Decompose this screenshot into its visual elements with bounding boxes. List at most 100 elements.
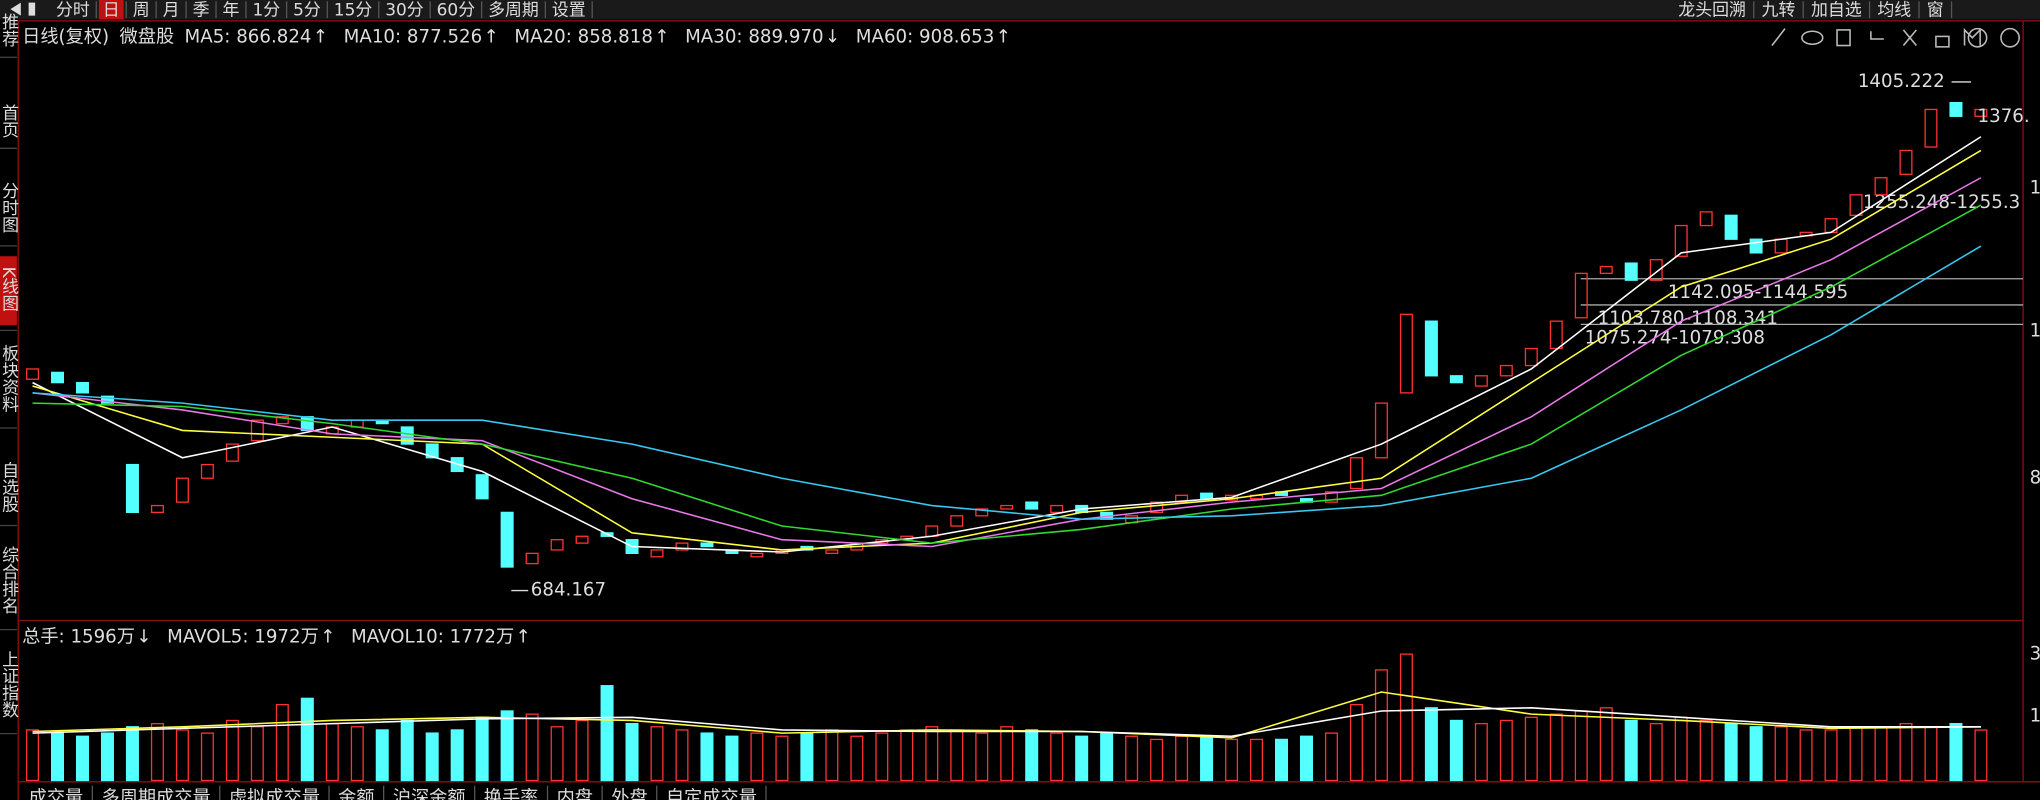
candle-body (1499, 364, 1513, 377)
legend-label: MA20: 858.818 (514, 27, 653, 48)
toolbar-tab[interactable]: 年 (223, 0, 240, 19)
candle-body (1674, 224, 1688, 257)
bottom-tab[interactable]: 自定成交量 (666, 788, 757, 800)
bottom-tab[interactable]: 虚拟成交量 (229, 788, 320, 800)
legend-arrow: ↓ (136, 626, 151, 647)
legend-label: MA30: 889.970 (685, 27, 824, 48)
candle-body (250, 419, 264, 442)
volume-bar (125, 726, 139, 782)
toolbar-tab[interactable]: 30分 (385, 0, 424, 19)
vol-ma-line (32, 707, 1981, 738)
candle-body (525, 552, 539, 565)
axis-fragment: 3 (2030, 643, 2040, 664)
bottom-tab[interactable]: 多周期成交量 (101, 788, 210, 800)
candle-body (51, 371, 65, 384)
toolbar-tab[interactable]: 1分 (252, 0, 280, 19)
volume-bar (200, 732, 214, 782)
volume-bar (525, 713, 539, 782)
toolbar (0, 0, 2040, 20)
toolbar-tab[interactable]: 设置 (552, 0, 586, 19)
candle-body (825, 549, 839, 555)
toolbar-tab[interactable]: 5分 (293, 0, 321, 19)
candle-body (1474, 375, 1488, 387)
bottom-tab[interactable]: 外盘 (611, 788, 647, 800)
axis-fragment: 1 (2030, 706, 2040, 727)
bottom-tab[interactable]: 换手率 (484, 788, 539, 800)
candle-body (550, 539, 564, 551)
vol-ma-line (32, 691, 1981, 739)
candle-body (1150, 501, 1164, 514)
candle-body (1374, 402, 1388, 459)
candle-body (1924, 108, 1938, 148)
toolbar-button[interactable]: 加自选 (1811, 0, 1862, 19)
candle-body (1599, 265, 1613, 275)
sidebar-item[interactable]: 推荐 (0, 13, 19, 48)
toolbar-tab[interactable]: 15分 (334, 0, 373, 19)
frame (17, 20, 2040, 800)
tool-icons[interactable] (1771, 27, 2020, 48)
candle-body (1574, 272, 1588, 319)
axis-fragment: 1 (2030, 321, 2040, 342)
volume-bar (425, 732, 439, 782)
legend-arrow: ↓ (825, 27, 840, 48)
volume-bar (1125, 735, 1139, 782)
toolbar-tab[interactable]: 日 (103, 0, 120, 19)
toolbar-button[interactable]: 九转 (1762, 0, 1796, 19)
candle-body (100, 395, 114, 404)
sidebar-item[interactable]: 综合排名 (0, 546, 19, 614)
toolbar-tab[interactable]: 月 (163, 0, 180, 19)
volume-bar (575, 719, 589, 782)
back-icon[interactable] (10, 2, 36, 16)
bottom-tab[interactable]: 金额 (338, 788, 374, 800)
candle-body (75, 381, 89, 394)
toolbar-tab[interactable]: 多周期 (488, 0, 539, 19)
candle-body (1449, 375, 1463, 384)
legend-label: MAVOL10: 1772万 (351, 626, 514, 647)
volume-bar (450, 729, 464, 782)
ma-line (32, 177, 1982, 548)
volume-bar (850, 735, 864, 782)
toolbar-button[interactable]: 窗 (1927, 0, 1944, 19)
toolbar-tab[interactable]: 周 (133, 0, 150, 19)
sidebar-item[interactable]: 板块资料 (0, 345, 19, 413)
volume-bar (1724, 722, 1738, 782)
ma-line (32, 149, 1982, 551)
candle-body (400, 426, 414, 445)
volume-bar (550, 726, 564, 782)
legend-arrow: ↑ (516, 626, 531, 647)
volume-bar (675, 729, 689, 782)
ma-line (32, 245, 1982, 520)
sidebar-item[interactable]: 自选股 (0, 462, 19, 514)
volume-bar (1200, 735, 1214, 782)
toolbar-tab[interactable]: 分时 (56, 0, 90, 19)
sidebar-item[interactable]: 上证指数 (0, 650, 19, 718)
sidebar-item[interactable]: 分时图 (0, 182, 19, 233)
candle-body (1324, 491, 1338, 503)
volume-bar (225, 719, 239, 782)
toolbar-button[interactable]: 均线 (1877, 0, 1911, 19)
sidebar-highlight (0, 256, 17, 326)
candle-body (750, 552, 764, 558)
volume-bar (400, 719, 414, 782)
axis-fragment: 8 (2030, 468, 2040, 489)
volume-bar (1250, 738, 1264, 782)
candle-body (1724, 214, 1738, 240)
bottom-tab[interactable]: 成交量 (29, 788, 84, 800)
volume-bar (1699, 719, 1713, 782)
volume-bar (800, 732, 814, 782)
bottom-tab[interactable]: 沪深金额 (393, 788, 466, 800)
toolbar-button[interactable]: 龙头回溯 (1678, 0, 1746, 19)
volume-bar (1749, 726, 1763, 782)
volume-bar (1374, 669, 1388, 782)
candle-body (1699, 211, 1713, 227)
toolbar-tab[interactable]: 60分 (437, 0, 476, 19)
volume-bar (1599, 707, 1613, 782)
sidebar-item[interactable]: 首页 (0, 104, 19, 138)
legend-arrow: ↑ (320, 626, 335, 647)
toolbar-tab[interactable]: 季 (193, 0, 210, 19)
volume-bar (175, 729, 189, 782)
sidebar-item[interactable]: K线图 (0, 267, 19, 312)
volume-bar (1299, 735, 1313, 782)
bottom-tab[interactable]: 内盘 (557, 788, 593, 800)
